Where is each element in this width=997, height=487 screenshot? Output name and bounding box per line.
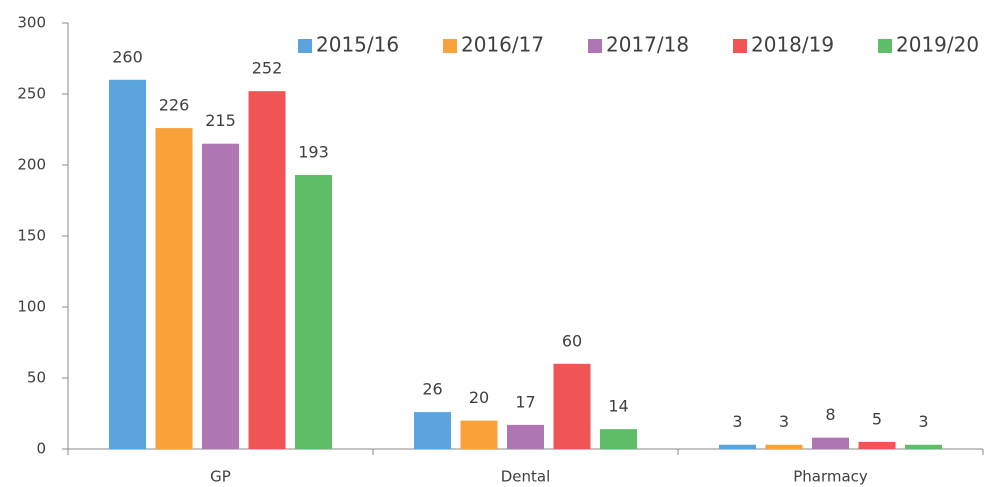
value-label: 3: [918, 412, 928, 431]
legend-label: 2019/20: [896, 33, 979, 57]
value-label: 260: [112, 47, 143, 66]
legend-label: 2016/17: [461, 33, 544, 57]
bar: [295, 174, 332, 449]
y-tick-label: 150: [17, 227, 46, 245]
bar: [553, 363, 591, 449]
value-label: 226: [159, 96, 190, 115]
value-label: 215: [205, 111, 236, 130]
bar: [460, 420, 498, 449]
x-tick-label: Dental: [501, 468, 551, 486]
value-label: 3: [779, 412, 789, 431]
bar: [765, 444, 803, 449]
bar: [812, 437, 849, 449]
y-tick-label: 0: [36, 440, 46, 458]
legend-swatch: [443, 39, 457, 53]
y-tick-label: 50: [27, 369, 46, 387]
y-tick-label: 100: [17, 298, 46, 316]
bar: [600, 429, 637, 449]
legend-label: 2017/18: [606, 33, 689, 57]
bar: [414, 412, 451, 449]
value-label: 60: [562, 331, 582, 350]
x-tick-label: Pharmacy: [793, 468, 868, 486]
bar: [905, 444, 942, 449]
legend-label: 2015/16: [316, 33, 399, 57]
value-label: 5: [872, 409, 882, 428]
x-tick-label: GP: [210, 468, 231, 486]
legend-swatch: [733, 39, 747, 53]
y-tick-label: 300: [17, 14, 46, 32]
bar: [507, 424, 544, 449]
bar: [109, 79, 146, 450]
value-label: 20: [469, 388, 489, 407]
bar: [202, 143, 239, 449]
bar: [719, 444, 756, 449]
value-label: 26: [422, 380, 442, 399]
value-label: 252: [252, 59, 283, 78]
value-label: 3: [732, 412, 742, 431]
legend-label: 2018/19: [751, 33, 834, 57]
y-tick-label: 200: [17, 156, 46, 174]
value-label: 17: [515, 392, 535, 411]
bar: [248, 91, 286, 449]
y-tick-label: 250: [17, 85, 46, 103]
bar: [155, 128, 193, 449]
legend-swatch: [878, 39, 892, 53]
bar: [858, 441, 896, 449]
legend-swatch: [588, 39, 602, 53]
legend-swatch: [298, 39, 312, 53]
value-label: 14: [608, 397, 628, 416]
value-label: 8: [825, 405, 835, 424]
value-label: 193: [298, 142, 329, 161]
